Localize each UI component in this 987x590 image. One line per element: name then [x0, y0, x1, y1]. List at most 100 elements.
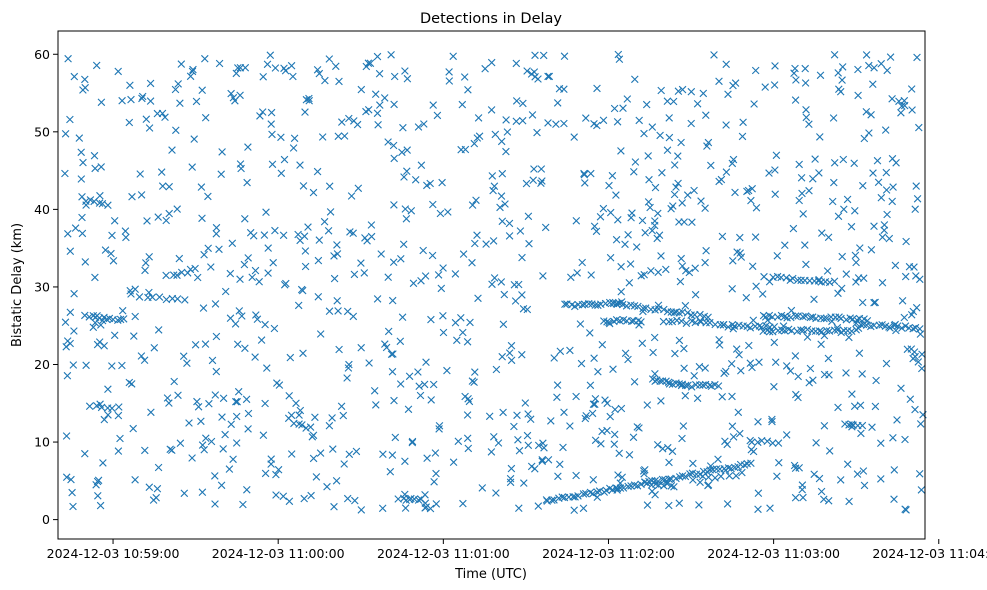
data-point [798, 189, 806, 198]
data-point [357, 259, 365, 267]
data-point [530, 165, 538, 173]
data-point [732, 472, 740, 480]
data-point [898, 102, 906, 110]
data-point [538, 177, 546, 185]
data-point [683, 191, 692, 199]
data-point [885, 234, 894, 243]
data-point [471, 368, 479, 376]
data-point [242, 395, 251, 404]
data-point [529, 176, 537, 184]
data-point [229, 455, 237, 464]
data-point [119, 315, 128, 323]
data-point [578, 301, 587, 309]
data-point [802, 113, 811, 122]
data-point [502, 147, 510, 156]
data-point [675, 336, 684, 345]
data-point [606, 412, 614, 421]
data-point [309, 188, 318, 197]
data-point [371, 90, 380, 98]
data-point [909, 324, 917, 333]
data-point [770, 338, 779, 347]
data-point [232, 439, 241, 447]
data-point [582, 489, 590, 498]
data-point [326, 208, 335, 216]
data-point [482, 240, 490, 248]
data-point [499, 320, 508, 329]
data-point [524, 410, 532, 418]
data-point [677, 317, 686, 325]
data-point [610, 430, 619, 439]
data-point [374, 121, 382, 129]
data-point [168, 446, 176, 454]
data-point [353, 120, 362, 129]
data-point [680, 344, 688, 353]
data-point [781, 241, 789, 249]
data-point [497, 137, 506, 146]
data-point [728, 392, 736, 401]
data-point [78, 229, 87, 238]
data-point [350, 270, 359, 279]
data-point [548, 496, 556, 504]
data-point [140, 356, 149, 364]
data-point [693, 100, 702, 108]
data-point [716, 321, 725, 329]
data-point [61, 130, 70, 138]
data-point [596, 213, 605, 221]
data-point [854, 65, 862, 74]
data-point [235, 307, 244, 315]
data-point [728, 320, 737, 329]
data-point [681, 391, 690, 400]
data-point [612, 235, 621, 244]
data-point [643, 479, 651, 488]
data-point [191, 264, 199, 273]
data-point [830, 326, 839, 334]
data-point [820, 422, 829, 430]
data-point [171, 85, 180, 94]
data-point [62, 343, 70, 351]
data-point [686, 470, 694, 478]
data-point [401, 504, 410, 512]
data-point [701, 204, 709, 212]
data-point [141, 446, 149, 455]
data-point [547, 417, 555, 425]
data-point [883, 210, 891, 219]
data-point [523, 67, 531, 75]
data-point [108, 404, 116, 413]
data-point [619, 104, 627, 112]
data-point [654, 209, 662, 218]
data-point [586, 488, 595, 497]
data-point [89, 323, 98, 332]
data-point [449, 458, 458, 466]
data-point [573, 269, 581, 277]
data-point [69, 361, 78, 369]
data-point [654, 268, 662, 277]
data-point [712, 465, 721, 473]
data-point [751, 66, 760, 75]
data-point [572, 217, 581, 225]
data-point [522, 179, 531, 188]
data-point [771, 166, 779, 174]
data-point [534, 75, 542, 83]
data-point [66, 115, 74, 124]
data-point [294, 301, 303, 310]
data-point [610, 104, 619, 113]
data-point [492, 365, 501, 374]
data-point [915, 123, 923, 132]
data-point [651, 370, 659, 378]
data-point [825, 278, 834, 287]
data-point [239, 500, 247, 509]
data-point [797, 174, 806, 182]
data-point [572, 471, 580, 480]
data-point [658, 168, 666, 177]
data-point [805, 120, 813, 128]
data-point [434, 271, 443, 279]
data-point [141, 266, 149, 275]
data-point [154, 213, 162, 221]
data-point [749, 316, 758, 325]
data-point [63, 371, 72, 380]
data-point [233, 340, 242, 349]
data-point [330, 502, 338, 511]
data-point [727, 360, 736, 368]
data-point [93, 340, 102, 349]
data-point [687, 87, 696, 96]
